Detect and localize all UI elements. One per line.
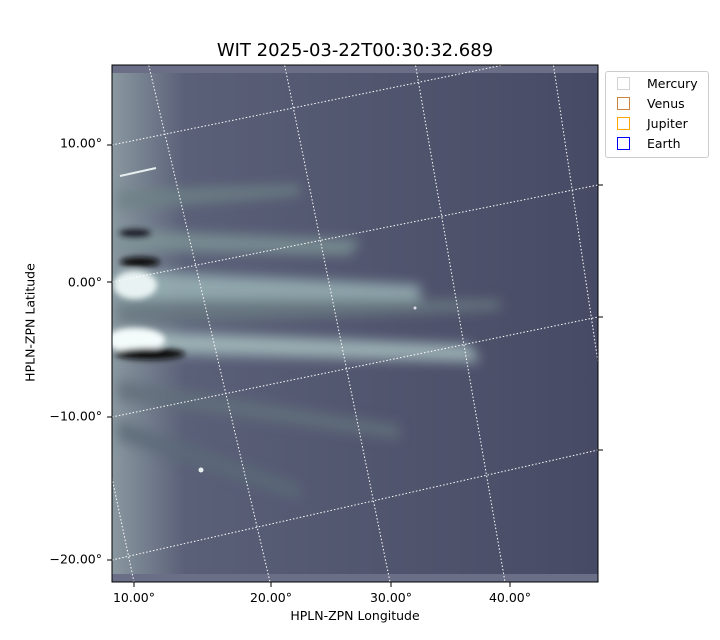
legend-swatch (617, 96, 630, 110)
legend-item-mercury: Mercury (617, 74, 698, 92)
x-tick-label: 20.00° (249, 590, 293, 605)
legend-label: Mercury (647, 75, 698, 91)
solar-image (112, 65, 598, 582)
axes-frame (111, 64, 599, 583)
grid-lat-m20 (112, 449, 598, 561)
tick-marks (107, 144, 603, 587)
legend-swatch (617, 136, 630, 150)
legend: Mercury Venus Jupiter Earth (605, 71, 709, 158)
x-tick-label: 10.00° (112, 590, 156, 605)
legend-swatch (617, 76, 630, 90)
y-tick-label: −20.00° (49, 551, 102, 567)
grid-lat-m10 (112, 316, 598, 418)
grid-lon-e (552, 65, 598, 363)
y-tick-label: −10.00° (49, 408, 102, 424)
grid-lon-c (284, 65, 391, 582)
legend-item-earth: Earth (617, 134, 681, 152)
coordinate-grid (112, 65, 598, 582)
y-axis-label: HPLN-ZPN Latitude (22, 263, 38, 382)
grid-lat-10 (112, 65, 506, 146)
legend-item-jupiter: Jupiter (617, 114, 688, 132)
y-tick-label: 0.00° (67, 274, 102, 290)
grid-lon-a (112, 477, 135, 582)
chart-title: WIT 2025-03-22T00:30:32.689 (216, 40, 494, 61)
legend-label: Venus (647, 95, 685, 111)
legend-item-venus: Venus (617, 94, 685, 112)
y-tick-label: 10.00° (59, 135, 102, 151)
legend-label: Jupiter (647, 115, 688, 131)
legend-label: Earth (647, 135, 681, 151)
x-tick-label: 30.00° (369, 590, 413, 605)
x-tick-label: 40.00° (488, 590, 532, 605)
legend-swatch (617, 116, 630, 130)
x-axis-label: HPLN-ZPN Longitude (290, 608, 420, 623)
grid-lon-b (148, 65, 271, 582)
grid-lon-d (415, 65, 506, 582)
